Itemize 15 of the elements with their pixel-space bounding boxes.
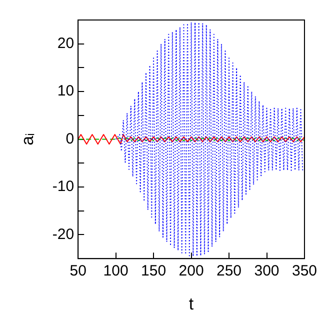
x-tick-label: 350 [292,262,317,280]
y-tick-label: 0 [66,130,74,148]
x-tick-label: 250 [216,262,242,280]
x-tick-label: 150 [141,262,166,280]
y-tick-label: 10 [57,82,74,100]
x-tick-label: 100 [103,262,128,280]
x-tick-label: 300 [254,262,280,280]
y-tick-label: -10 [52,178,74,196]
y-tick-label: -20 [52,226,74,243]
y-axis-title: aᵢ [18,133,37,146]
x-tick-label: 200 [178,262,204,280]
x-axis-title: t [188,294,194,314]
line-series [115,22,304,257]
x-tick-label: 50 [70,262,86,280]
y-tick-label: 20 [57,35,74,52]
